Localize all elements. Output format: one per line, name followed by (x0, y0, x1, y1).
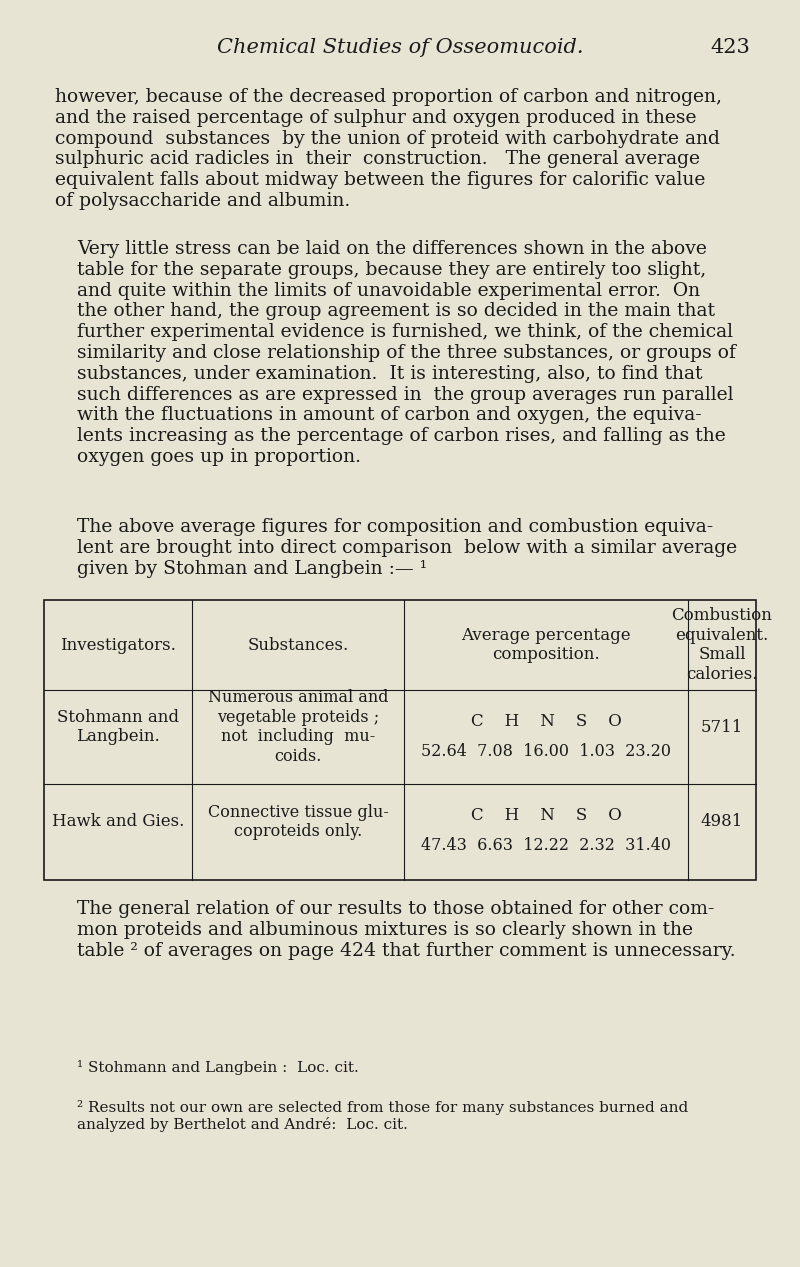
Text: Investigators.: Investigators. (60, 636, 176, 654)
Text: The above average figures for composition and combustion equiva-
lent are brough: The above average figures for compositio… (77, 518, 737, 578)
Text: however, because of the decreased proportion of carbon and nitrogen,
and the rai: however, because of the decreased propor… (55, 87, 722, 210)
Text: Average percentage
composition.: Average percentage composition. (461, 627, 631, 664)
Text: 4981: 4981 (701, 813, 743, 830)
Text: 423: 423 (710, 38, 750, 57)
Bar (44, 601, 756, 881)
Text: C    H    N    S    O: C H N S O (470, 712, 622, 730)
Text: Connective tissue glu-
coproteids only.: Connective tissue glu- coproteids only. (207, 803, 389, 840)
Text: Combustion
equivalent.
Small
calories.: Combustion equivalent. Small calories. (671, 607, 773, 683)
Text: ¹ Stohmann and Langbein :  Loc. cit.: ¹ Stohmann and Langbein : Loc. cit. (77, 1060, 358, 1074)
Text: 47.43  6.63  12.22  2.32  31.40: 47.43 6.63 12.22 2.32 31.40 (421, 837, 671, 854)
Text: ² Results not our own are selected from those for many substances burned and
ana: ² Results not our own are selected from … (77, 1100, 688, 1133)
Text: Very little stress can be laid on the differences shown in the above
table for t: Very little stress can be laid on the di… (77, 239, 736, 466)
Text: C    H    N    S    O: C H N S O (470, 807, 622, 825)
Text: Stohmann and
Langbein.: Stohmann and Langbein. (57, 708, 179, 745)
Text: Chemical Studies of Osseomucoid.: Chemical Studies of Osseomucoid. (217, 38, 583, 57)
Text: 5711: 5711 (701, 718, 743, 736)
Text: The general relation of our results to those obtained for other com-
mon proteid: The general relation of our results to t… (77, 900, 736, 959)
Text: Hawk and Gies.: Hawk and Gies. (52, 813, 184, 830)
Text: Substances.: Substances. (247, 636, 349, 654)
Text: Numerous animal and
vegetable proteids ;
not  including  mu-
coids.: Numerous animal and vegetable proteids ;… (208, 689, 388, 765)
Text: 52.64  7.08  16.00  1.03  23.20: 52.64 7.08 16.00 1.03 23.20 (421, 742, 671, 759)
